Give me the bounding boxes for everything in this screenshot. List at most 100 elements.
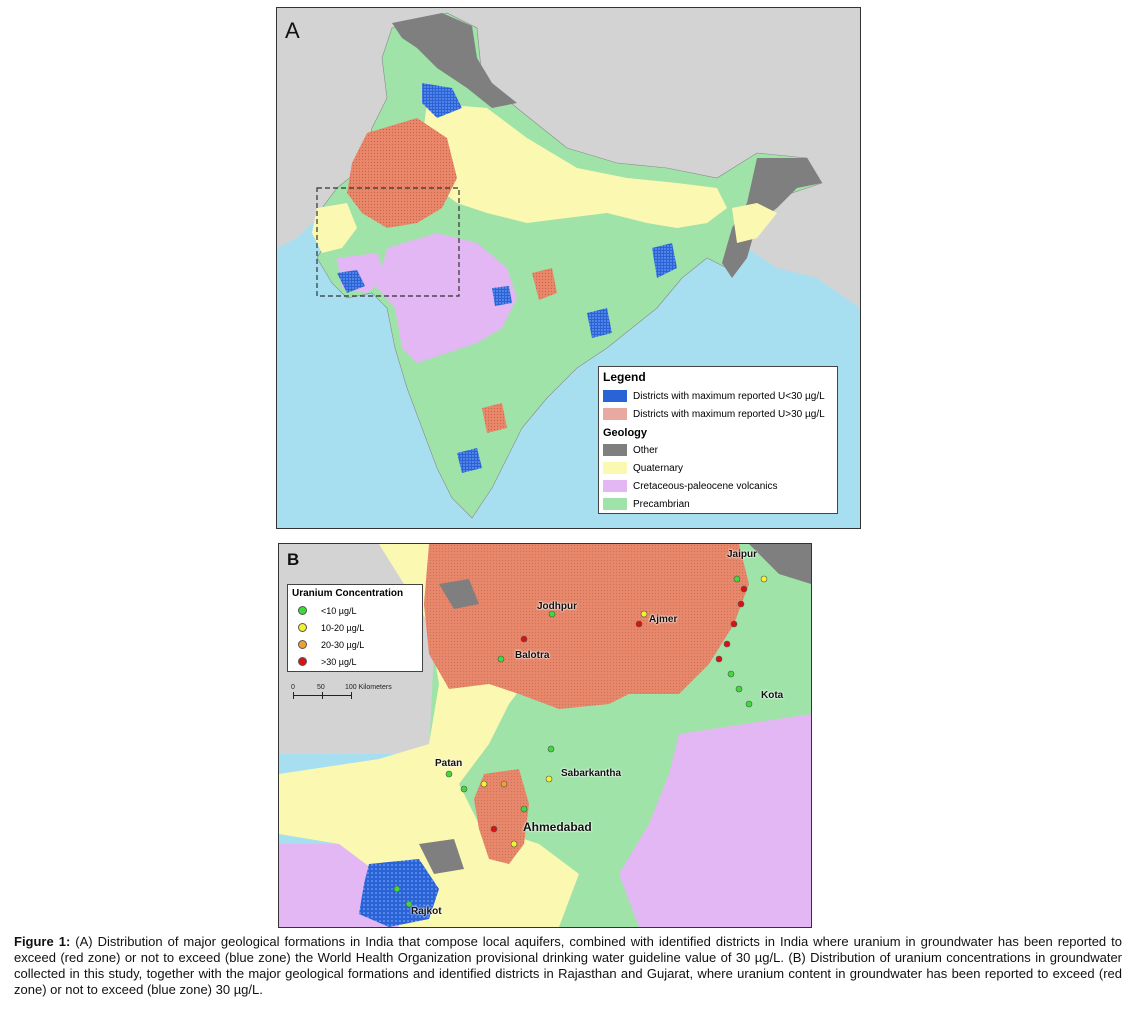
legend-swatch [603,462,627,474]
legend-dot [298,657,307,666]
legend-item-20-30: 20-30 µg/L [292,636,422,653]
panel-b-letter: B [287,550,300,569]
sample-point [740,585,748,593]
scale-label-100: 100 Kilometers [345,684,392,691]
sample-point [520,635,528,643]
geology-other-north [392,13,517,108]
sample-point [723,640,731,648]
city-label-jodhpur: Jodhpur [537,601,577,612]
sample-point [715,655,723,663]
legend-item-label: Districts with maximum reported U<30 µg/… [633,390,825,402]
legend-item-label: Districts with maximum reported U>30 µg/… [633,408,825,420]
sample-point [640,610,648,618]
sample-point [745,700,753,708]
legend-item-label: Quaternary [633,462,684,474]
concentration-legend: Uranium Concentration <10 µg/L 10-20 µg/… [287,584,423,672]
blue-zone-gujarat [337,270,365,293]
legend-dot [298,623,307,632]
geology-quaternary-ne [732,203,777,243]
scale-tick [322,692,323,699]
sample-point [548,610,556,618]
sample-point [547,745,555,753]
study-area-box [316,187,460,297]
map-panel-a: A Legend Districts with maximum reported… [276,7,861,529]
legend-item-label: Cretaceous-paleocene volcanics [633,480,778,492]
city-label-patan: Patan [435,758,463,769]
blue-zone-rajkot [359,859,439,927]
legend-item-label: Other [633,444,659,456]
caption-text: (A) Distribution of major geological for… [14,934,1122,997]
sample-point [510,840,518,848]
legend-item-label: <10 µg/L [321,605,357,616]
sample-point [737,600,745,608]
sample-point [760,575,768,583]
geology-volcanics [619,714,811,927]
legend-title: Uranium Concentration [292,588,404,599]
legend-geology-quaternary: Quaternary [603,459,837,477]
sample-point [460,785,468,793]
city-label-balotra: Balotra [515,650,550,661]
sample-point [730,620,738,628]
red-zone-gujarat [474,769,529,864]
sample-point [480,780,488,788]
legend-swatch [603,444,627,456]
legend-item-lt10: <10 µg/L [292,602,422,619]
sample-point [393,885,401,893]
sample-point [445,770,453,778]
city-label-ajmer: Ajmer [649,614,678,625]
city-label-ahmedabad: Ahmedabad [523,820,592,834]
legend-item-blue-zone: Districts with maximum reported U<30 µg/… [603,387,837,405]
sample-point [405,900,413,908]
legend-swatch [603,498,627,510]
neighbour-land-west [277,8,407,248]
legend-item-label: 20-30 µg/L [321,639,365,650]
panel-a-letter: A [285,18,300,43]
scale-tick [293,692,294,699]
map-panel-b: B Uranium Concentration <10 µg/L 10-20 µ… [278,543,812,928]
sample-point [520,805,528,813]
legend-dot [298,606,307,615]
legend-swatch [603,390,627,402]
scale-tick [351,692,352,699]
sample-points [393,575,768,908]
caption-label: Figure 1: [14,934,71,949]
india-geology-map [277,8,860,519]
geology-volcanics [377,233,517,363]
legend-item-10-20: 10-20 µg/L [292,619,422,636]
city-label-jaipur: Jaipur [727,549,758,560]
figure-caption: Figure 1: (A) Distribution of major geol… [14,934,1122,998]
sample-point [545,775,553,783]
map-legend-a: Legend Districts with maximum reported U… [598,366,838,514]
legend-title: Legend [603,370,646,384]
legend-swatch [603,480,627,492]
blue-zone-east [457,243,677,473]
legend-geology-volcanics: Cretaceous-paleocene volcanics [603,477,837,495]
geology-quaternary [417,103,727,228]
legend-item-red-zone: Districts with maximum reported U>30 µg/… [603,405,837,423]
sample-point [733,575,741,583]
city-label-sabarkantha: Sabarkantha [561,768,622,779]
sample-point [500,780,508,788]
geology-other-northeast [722,158,822,278]
scale-label-50: 50 [317,684,325,691]
red-zone-rajasthan [424,544,749,709]
legend-item-label: Precambrian [633,498,690,510]
legend-dot [298,640,307,649]
city-label-rajkot: Rajkot [411,906,442,917]
geology-quaternary-west [312,203,357,253]
legend-item-gt30: >30 µg/L [292,653,422,670]
scale-label-0: 0 [291,684,295,691]
sample-point [727,670,735,678]
sample-point [635,620,643,628]
legend-item-label: 10-20 µg/L [321,622,365,633]
legend-item-label: >30 µg/L [321,656,357,667]
red-zone-rajasthan [347,118,457,228]
sample-point [490,825,498,833]
legend-geology-precambrian: Precambrian [603,495,837,513]
city-label-kota: Kota [761,690,784,701]
blue-zone-punjab [422,83,462,118]
legend-geology-other: Other [603,441,837,459]
sample-point [497,655,505,663]
sample-point [735,685,743,693]
legend-swatch [603,408,627,420]
